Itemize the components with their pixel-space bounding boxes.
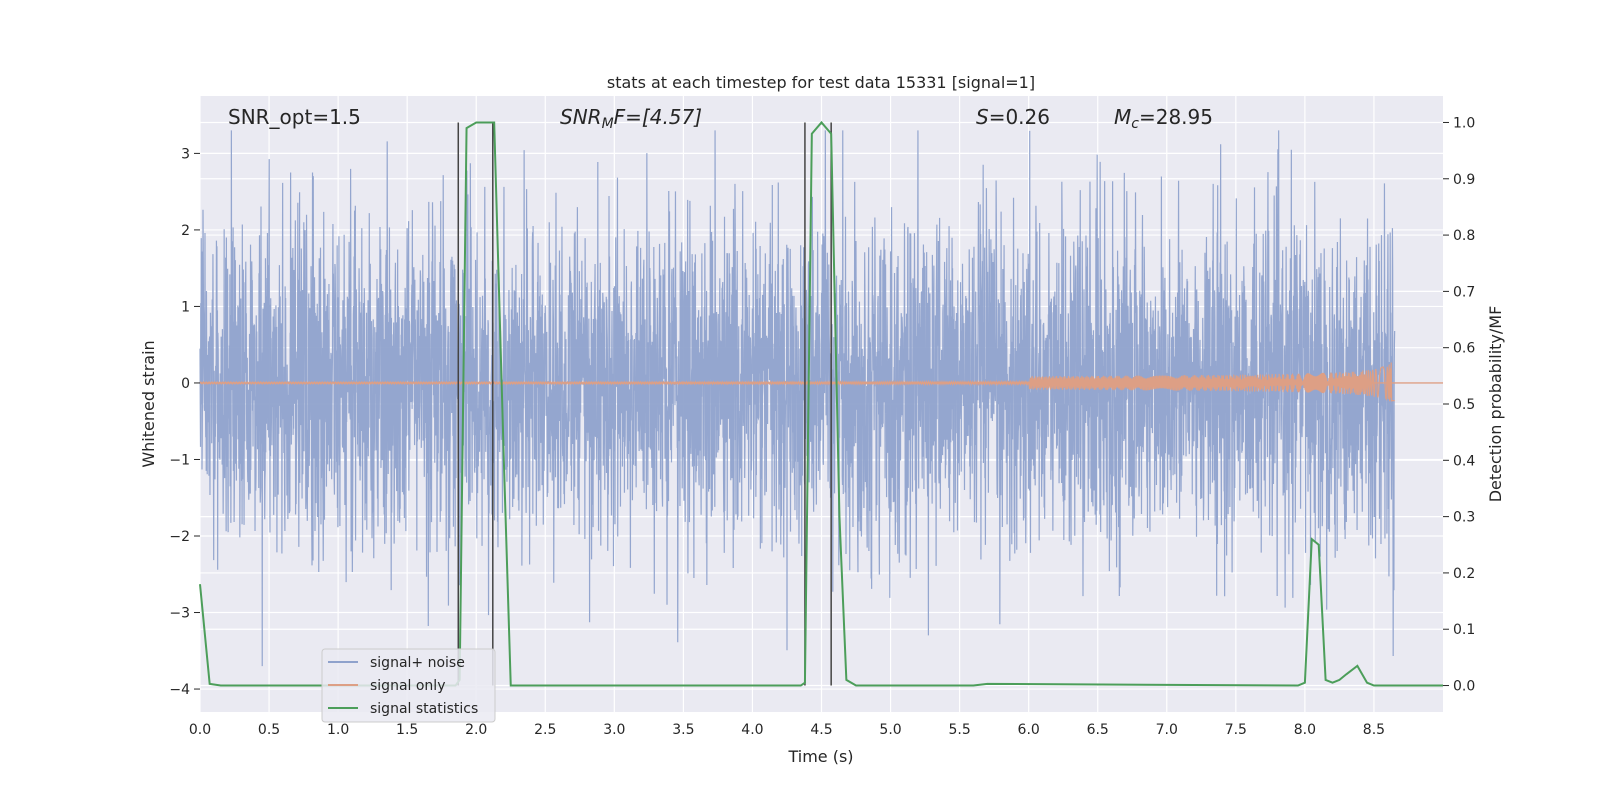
x-tick-label-9: 4.5 bbox=[810, 722, 832, 738]
y-tick-label-4: 0 bbox=[181, 376, 190, 392]
signal-noise-series bbox=[199, 130, 1396, 667]
y2-tick-label-4: 0.4 bbox=[1453, 453, 1475, 469]
y-axis-label: Whitened strain bbox=[139, 340, 158, 467]
x-tick-label-0: 0.0 bbox=[189, 722, 211, 738]
x-tick-label-6: 3.0 bbox=[603, 722, 625, 738]
y2-tick-label-10: 1.0 bbox=[1453, 115, 1475, 131]
annotation-mc: Mc=28.95 bbox=[1114, 105, 1213, 132]
y-tick-label-5: 1 bbox=[181, 299, 190, 315]
x-axis-ticks: 0.0 0.5 1.0 1.5 2.0 2.5 3.0 3.5 4.0 4.5 5.0 5.5 6.0 6… bbox=[189, 722, 1385, 738]
y2-tick-label-9: 0.9 bbox=[1453, 172, 1475, 188]
y2-axis-label: Detection probability/MF bbox=[1486, 306, 1505, 503]
annotation-mc-rest: =28.95 bbox=[1139, 105, 1213, 129]
annotation-snr-mf-sub: M bbox=[602, 116, 614, 132]
x-tick-label-2: 1.0 bbox=[327, 722, 349, 738]
x-tick-label-4: 2.0 bbox=[465, 722, 487, 738]
chart-title: stats at each timestep for test data 153… bbox=[607, 73, 1035, 92]
x-tick-label-13: 6.5 bbox=[1087, 722, 1109, 738]
annotation-snr-mf: SNRMF=[4.57] bbox=[560, 105, 702, 132]
x-axis-label: Time (s) bbox=[787, 747, 853, 766]
y2-tick-label-3: 0.3 bbox=[1453, 510, 1475, 526]
x-tick-label-15: 7.5 bbox=[1225, 722, 1247, 738]
y-tick-label-6: 2 bbox=[181, 223, 190, 239]
y2-tick-label-8: 0.8 bbox=[1453, 228, 1475, 244]
signal-noise-line bbox=[199, 130, 1396, 667]
y-tick-label-3: −1 bbox=[169, 452, 190, 468]
x-tick-label-12: 6.0 bbox=[1018, 722, 1040, 738]
signal-only-line bbox=[199, 362, 1395, 402]
legend: signal+ noise signal only signal statist… bbox=[321, 648, 496, 723]
annotation-snr-mf-rest: F=[4.57] bbox=[614, 105, 702, 129]
y2-tick-label-1: 0.1 bbox=[1453, 622, 1475, 638]
annotation-s-rest: =0.26 bbox=[989, 105, 1050, 129]
x-tick-label-7: 3.5 bbox=[672, 722, 694, 738]
x-tick-label-17: 8.5 bbox=[1363, 722, 1385, 738]
x-tick-label-10: 5.0 bbox=[879, 722, 901, 738]
annotation-s-main: S bbox=[976, 105, 989, 129]
y2-tick-label-5: 0.5 bbox=[1453, 397, 1475, 413]
x-tick-label-16: 8.0 bbox=[1294, 722, 1316, 738]
x-tick-label-11: 5.5 bbox=[948, 722, 970, 738]
annotation-mc-main: M bbox=[1114, 105, 1131, 129]
legend-label-signal-statistics: signal statistics bbox=[370, 701, 478, 717]
x-tick-label-14: 7.0 bbox=[1156, 722, 1178, 738]
y-tick-label-0: −4 bbox=[169, 682, 190, 698]
y2-tick-label-2: 0.2 bbox=[1453, 566, 1475, 582]
y2-tick-label-7: 0.7 bbox=[1453, 284, 1475, 300]
x-tick-label-1: 0.5 bbox=[258, 722, 280, 738]
y2-tick-label-6: 0.6 bbox=[1453, 341, 1475, 357]
legend-label-signal-noise: signal+ noise bbox=[370, 655, 465, 671]
annotation-snr-opt: SNR_opt=1.5 bbox=[228, 105, 361, 129]
x-tick-label-3: 1.5 bbox=[396, 722, 418, 738]
annotation-snr-mf-main: SNR bbox=[560, 105, 602, 129]
y2-axis-ticks: 0.0 0.1 0.2 0.3 0.4 0.5 0.6 0.7 0.8 0.9 1.0 bbox=[1443, 115, 1475, 695]
vertical-markers bbox=[457, 122, 832, 686]
signal-only-series bbox=[199, 362, 1443, 402]
y-axis-ticks: −4 −3 −2 −1 0 1 2 3 bbox=[169, 146, 200, 698]
x-tick-label-8: 4.0 bbox=[741, 722, 763, 738]
y2-tick-label-0: 0.0 bbox=[1453, 679, 1475, 695]
y-tick-label-7: 3 bbox=[181, 146, 190, 162]
legend-label-signal-only: signal only bbox=[370, 678, 445, 694]
annotation-mc-sub: c bbox=[1131, 116, 1139, 132]
y-tick-label-1: −3 bbox=[169, 606, 190, 622]
signal-statistics-line bbox=[199, 120, 1443, 687]
annotation-s: S=0.26 bbox=[976, 105, 1050, 129]
x-tick-label-5: 2.5 bbox=[534, 722, 556, 738]
signal-statistics-series bbox=[199, 120, 1443, 687]
legend-box bbox=[321, 648, 496, 723]
y-tick-label-2: −2 bbox=[169, 529, 190, 545]
